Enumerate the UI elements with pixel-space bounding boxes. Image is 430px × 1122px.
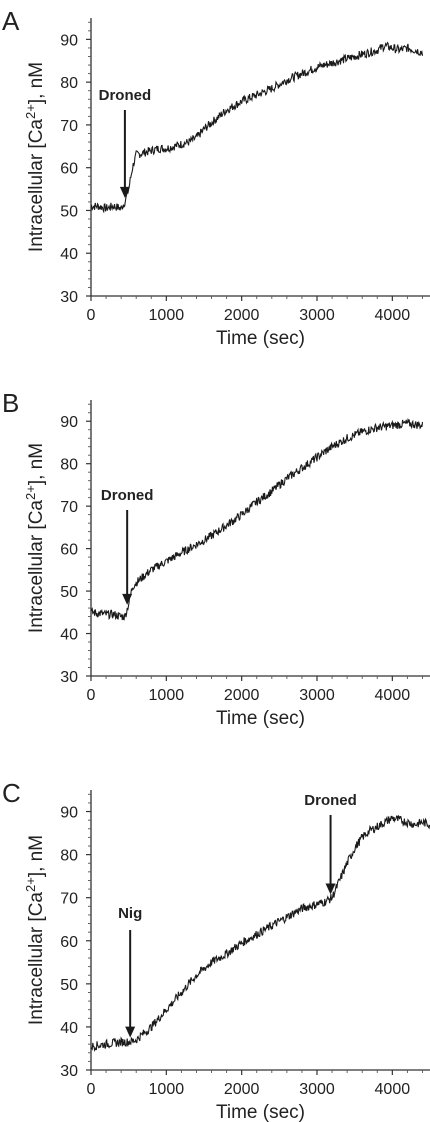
chart-panel-a: 30 40 50 60 70 80 90 0 1000 2000 3000 4000 Time (sec…	[2, 6, 430, 349]
chart-panel-c: 30 40 50 60 70 80 90 0 1000 2000 3000 4000 Time (sec…	[2, 778, 430, 1122]
y-tick-label: 40	[60, 246, 78, 263]
panel-letter: C	[2, 778, 21, 808]
annotation-arrow-head	[119, 186, 130, 198]
y-tick-label: 70	[60, 118, 78, 135]
y-axis-title: Intracellular [Ca2+], nM	[23, 835, 48, 1025]
y-tick-label: 50	[60, 203, 78, 220]
y-tick-label: 80	[60, 75, 78, 92]
data-trace-series-0	[90, 814, 430, 1053]
x-tick-label: 4000	[375, 687, 411, 704]
x-axis-title: Time (sec)	[216, 328, 305, 349]
x-tick-label: 0	[87, 687, 96, 704]
panel-letter: B	[2, 388, 19, 418]
annotation-label: Droned	[99, 87, 152, 104]
y-tick-label: 70	[60, 891, 78, 908]
y-tick-label: 80	[60, 848, 78, 865]
y-tick-label: 90	[60, 805, 78, 822]
annotation-arrow-head	[122, 593, 133, 605]
x-tick-label: 0	[87, 1081, 96, 1098]
y-tick-label: 80	[60, 457, 78, 474]
y-tick-label: 70	[60, 499, 78, 516]
y-tick-label: 50	[60, 977, 78, 994]
x-tick-label: 1000	[149, 687, 185, 704]
x-axis-title: Time (sec)	[216, 1102, 305, 1122]
x-tick-label: 2000	[224, 1081, 260, 1098]
y-tick-label: 60	[60, 542, 78, 559]
data-trace-series-0	[90, 41, 424, 214]
annotation-arrow-head	[125, 1026, 136, 1038]
x-tick-label: 1000	[149, 1081, 185, 1098]
x-tick-label: 3000	[299, 1081, 335, 1098]
y-tick-label: 30	[60, 289, 78, 306]
x-axis-title: Time (sec)	[216, 708, 305, 729]
annotation-label: Nig	[118, 905, 142, 922]
y-axis-title: Intracellular [Ca2+], nM	[23, 62, 48, 252]
annotation-label: Droned	[304, 792, 357, 809]
y-tick-label: 40	[60, 1020, 78, 1037]
data-trace-series-0	[90, 417, 424, 621]
annotation-label: Droned	[101, 487, 154, 504]
x-tick-label: 4000	[375, 1081, 411, 1098]
x-tick-label: 3000	[299, 687, 335, 704]
chart-panel-b: 30 40 50 60 70 80 90 0 1000 2000 3000 4000 Time (sec…	[2, 388, 430, 729]
y-tick-label: 50	[60, 584, 78, 601]
x-tick-label: 4000	[375, 307, 411, 324]
x-tick-label: 1000	[149, 307, 185, 324]
y-tick-label: 90	[60, 32, 78, 49]
y-tick-label: 40	[60, 627, 78, 644]
x-tick-label: 3000	[299, 307, 335, 324]
panel-letter: A	[2, 6, 20, 36]
y-axis-title: Intracellular [Ca2+], nM	[23, 443, 48, 633]
y-tick-label: 60	[60, 934, 78, 951]
y-tick-label: 30	[60, 669, 78, 686]
x-tick-label: 2000	[224, 687, 260, 704]
x-tick-label: 0	[87, 307, 96, 324]
y-tick-label: 90	[60, 414, 78, 431]
x-tick-label: 2000	[224, 307, 260, 324]
annotation-arrow-head	[325, 883, 336, 895]
y-tick-label: 60	[60, 161, 78, 178]
y-tick-label: 30	[60, 1063, 78, 1080]
